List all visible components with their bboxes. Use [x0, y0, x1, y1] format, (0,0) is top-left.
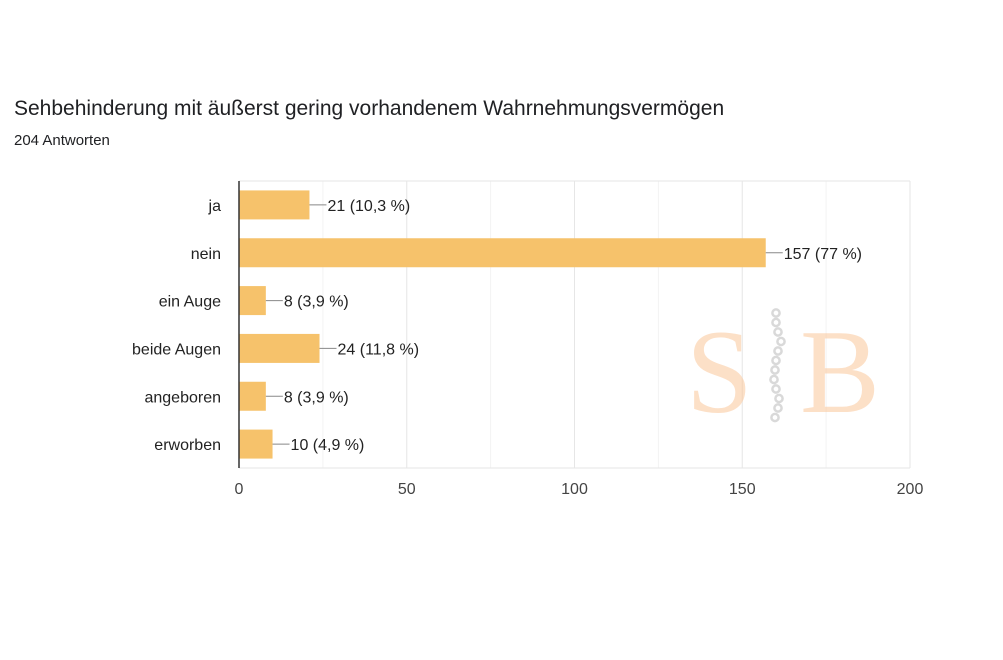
category-label: nein: [191, 246, 221, 263]
sb-watermark-logo: S B: [686, 305, 880, 438]
data-label: 8 (3,9 %): [284, 389, 349, 406]
watermark-bead: [773, 327, 783, 337]
category-label: ein Auge: [159, 294, 221, 311]
category-label: angeboren: [144, 389, 221, 406]
watermark-bead: [771, 317, 781, 328]
watermark-bead: [771, 355, 781, 366]
chart-title: Sehbehinderung mit äußerst gering vorhan…: [14, 97, 725, 120]
category-label: erworben: [154, 437, 221, 454]
watermark-bead: [769, 374, 779, 385]
watermark-bead: [770, 412, 780, 423]
x-tick-label: 200: [897, 481, 924, 498]
data-label: 8 (3,9 %): [284, 294, 349, 311]
watermark-bead: [776, 336, 786, 347]
category-label: ja: [208, 198, 222, 215]
category-label: beide Augen: [132, 341, 221, 358]
svg-text:S: S: [686, 305, 753, 438]
data-label: 21 (10,3 %): [327, 198, 410, 215]
bar: [239, 286, 266, 316]
data-label: 24 (11,8 %): [338, 341, 420, 358]
data-label: 10 (4,9 %): [291, 437, 365, 454]
x-tick-label: 150: [729, 481, 756, 498]
watermark-bead: [771, 308, 781, 318]
watermark-bead: [773, 346, 783, 356]
data-label: 157 (77 %): [784, 246, 862, 263]
watermark-bead: [770, 365, 780, 375]
bar: [239, 333, 320, 363]
bar: [239, 190, 310, 220]
x-tick-label: 100: [561, 481, 588, 498]
bar: [239, 429, 273, 459]
x-tick-label: 50: [398, 481, 416, 498]
bar: [239, 381, 266, 411]
svg-text:B: B: [800, 305, 880, 438]
x-tick-label: 0: [235, 481, 244, 498]
watermark-bead: [773, 403, 783, 413]
watermark-bead: [774, 393, 784, 404]
watermark-bead: [771, 384, 781, 394]
bar: [239, 238, 766, 268]
response-count: 204 Antworten: [14, 132, 110, 149]
